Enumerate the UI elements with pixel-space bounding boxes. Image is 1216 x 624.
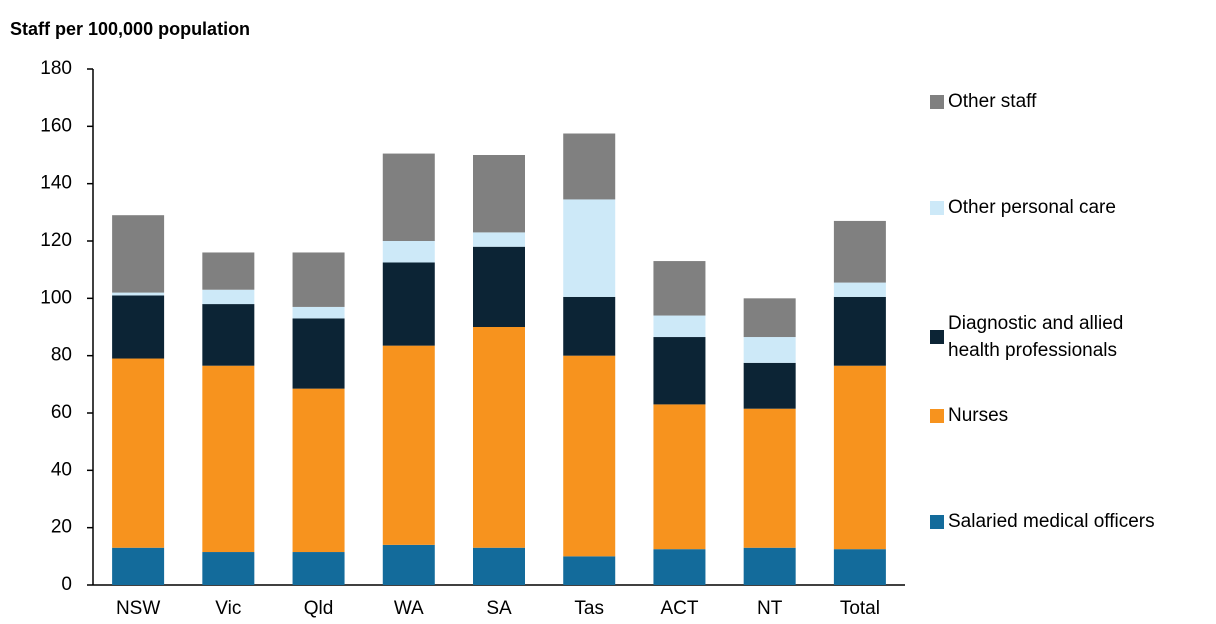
chart-title: Staff per 100,000 population bbox=[10, 19, 250, 39]
bar-segment bbox=[563, 556, 616, 585]
bar-segment bbox=[382, 153, 435, 241]
legend-label: Other staff bbox=[948, 91, 1037, 112]
y-tick-label: 180 bbox=[40, 58, 72, 79]
legend-item: Other personal care bbox=[930, 194, 1210, 221]
bar-segment bbox=[743, 362, 796, 409]
legend-swatch bbox=[930, 94, 944, 109]
y-tick-label: 100 bbox=[40, 287, 72, 308]
bar-segment bbox=[292, 318, 345, 389]
bar-segment bbox=[473, 547, 525, 585]
bar-segment bbox=[202, 304, 255, 366]
bar-segment bbox=[112, 295, 165, 359]
y-tick-label: 0 bbox=[61, 574, 72, 595]
bar-segment bbox=[292, 252, 345, 307]
y-tick-label: 80 bbox=[51, 345, 72, 366]
bar-segment bbox=[833, 282, 886, 297]
legend-item: Other staff bbox=[930, 88, 1210, 115]
bar-segment bbox=[382, 262, 435, 346]
bar-segment bbox=[833, 549, 886, 585]
bar-segment bbox=[202, 289, 255, 305]
bar-segment bbox=[473, 232, 525, 247]
y-tick-label: 20 bbox=[51, 517, 72, 538]
legend-label: Salaried medical officers bbox=[948, 511, 1155, 532]
x-tick-label: WA bbox=[394, 598, 424, 619]
y-tick-label: 140 bbox=[40, 173, 72, 194]
bar-segment bbox=[653, 549, 706, 585]
bar-segment bbox=[743, 337, 796, 363]
bar-segment bbox=[743, 408, 796, 548]
bar-segment bbox=[653, 337, 706, 405]
bar-segment bbox=[473, 246, 525, 327]
legend-swatch bbox=[930, 408, 944, 423]
bar-segment bbox=[833, 220, 886, 283]
bar-segment bbox=[382, 241, 435, 263]
x-tick-label: Tas bbox=[574, 598, 604, 619]
legend-label: Diagnostic and allied health professiona… bbox=[948, 313, 1124, 361]
bar-segment bbox=[563, 355, 616, 557]
bar-segment bbox=[833, 365, 886, 550]
bar-segment bbox=[653, 404, 706, 550]
bar-segment bbox=[202, 365, 255, 553]
bar-segment bbox=[112, 215, 165, 293]
bar-segment bbox=[653, 261, 706, 316]
bar-segment bbox=[743, 298, 796, 338]
x-tick-label: Vic bbox=[215, 598, 241, 619]
bar-segment bbox=[382, 345, 435, 545]
legend-label: Other personal care bbox=[948, 197, 1116, 218]
x-tick-label: ACT bbox=[660, 598, 698, 619]
bar-segment bbox=[112, 292, 165, 296]
y-tick-label: 160 bbox=[40, 115, 72, 136]
y-tick-label: 120 bbox=[40, 230, 72, 251]
legend-swatch bbox=[930, 330, 944, 344]
bar-segment bbox=[653, 315, 706, 338]
bar-segment bbox=[292, 306, 345, 319]
bar-segment bbox=[112, 358, 165, 548]
x-tick-label: Qld bbox=[304, 598, 334, 619]
bar-segment bbox=[382, 544, 435, 585]
bar-segment bbox=[743, 547, 796, 585]
y-tick-label: 40 bbox=[51, 459, 72, 480]
x-tick-label: SA bbox=[486, 598, 512, 619]
bar-segment bbox=[202, 552, 255, 585]
bar-segment bbox=[292, 552, 345, 585]
bar-segment bbox=[563, 133, 616, 200]
bar-segment bbox=[473, 155, 525, 233]
bar-segment bbox=[833, 296, 886, 366]
legend-swatch bbox=[930, 514, 944, 529]
bar-segment bbox=[202, 252, 255, 290]
bar-segment bbox=[563, 296, 616, 356]
legend-item: Salaried medical officers bbox=[930, 508, 1210, 535]
bar-segment bbox=[112, 547, 165, 585]
legend-label: Nurses bbox=[948, 405, 1009, 426]
x-tick-label: NSW bbox=[116, 598, 160, 619]
legend-item: Nurses bbox=[930, 402, 1210, 429]
bar-segment bbox=[563, 199, 616, 297]
legend-item: Diagnostic and allied health professiona… bbox=[930, 310, 1210, 364]
legend-swatch bbox=[930, 200, 944, 215]
x-tick-label: Total bbox=[840, 598, 880, 619]
y-tick-label: 60 bbox=[51, 402, 72, 423]
x-tick-label: NT bbox=[757, 598, 783, 619]
bar-segment bbox=[292, 388, 345, 553]
bar-segment bbox=[473, 327, 525, 548]
